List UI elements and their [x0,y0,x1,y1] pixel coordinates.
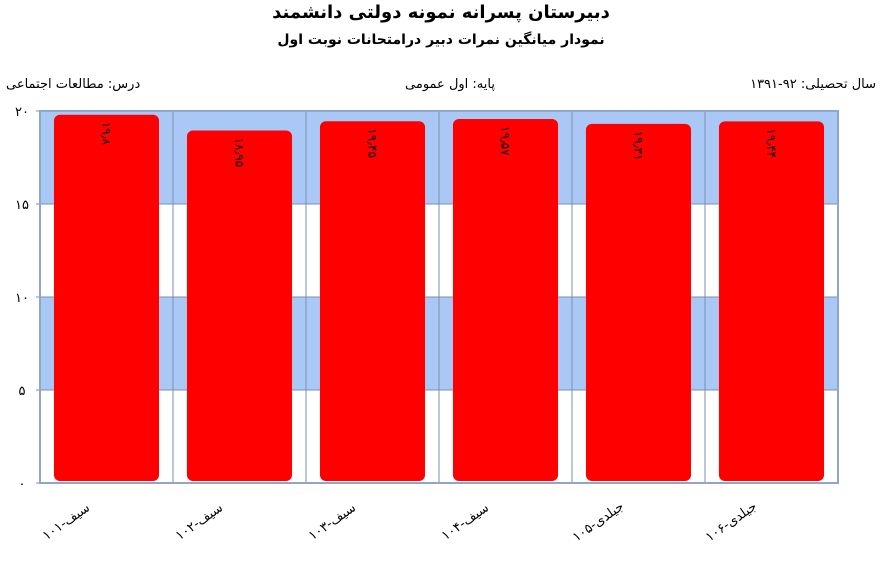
bar [53,114,160,481]
bar [319,121,426,481]
course-label: درس: مطالعات اجتماعی [6,77,141,92]
school-year-label: سال تحصیلی: ۹۲-۱۳۹۱ [750,77,876,92]
x-tick-label: جیلدی-۱۰۶ [703,499,760,545]
plot-border [39,110,839,484]
y-tick-label: ۰ [19,477,26,492]
x-tick-label: سیف-۱۰۳ [306,501,359,544]
grade-label: پایه: اول عمومی [405,77,495,92]
x-tick-label: سیف-۱۰۱ [40,501,93,544]
data-label: ۱۹٫۴۴ [765,128,779,158]
data-label: ۱۹٫۴۵ [366,128,380,158]
x-tick-label: جیلدی-۱۰۵ [570,499,627,545]
data-label: ۱۹٫۸ [100,122,114,146]
data-label: ۱۹٫۳۱ [632,131,646,161]
y-tick-label: ۲۰ [15,105,29,120]
data-label: ۱۸٫۹۵ [233,138,247,168]
x-tick-label: سیف-۱۰۴ [439,501,492,544]
chart-subtitle: نمودار میانگین نمرات دبیر درامتحانات نوب… [277,32,605,48]
chart-title: دبیرستان پسرانه نمونه دولتی دانشمند [272,2,610,23]
y-tick-label: ۱۵ [15,198,29,213]
bar [718,121,825,481]
bar [585,123,692,482]
y-tick-label: ۱۰ [15,291,29,306]
data-label: ۱۹٫۵۷ [499,126,513,156]
x-tick-label: سیف-۱۰۲ [173,501,226,544]
y-tick-label: ۵ [19,384,26,399]
bar [186,130,293,481]
bar [452,118,559,482]
